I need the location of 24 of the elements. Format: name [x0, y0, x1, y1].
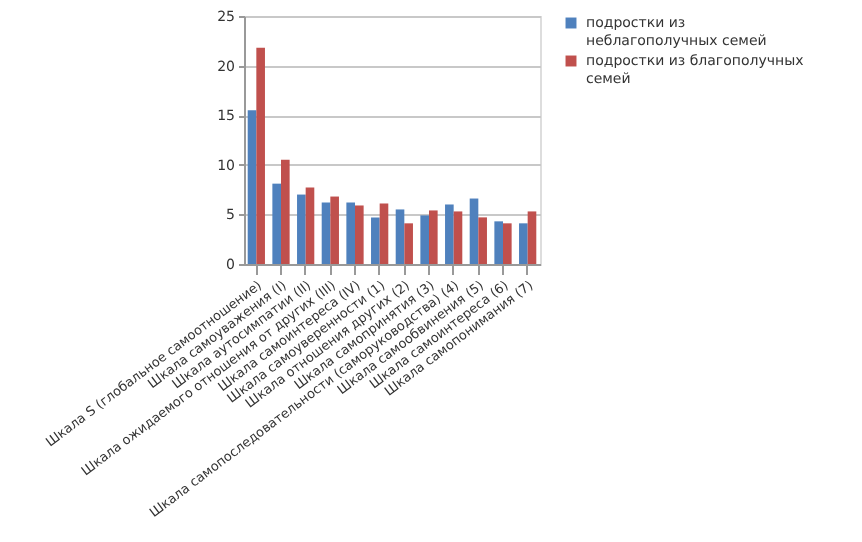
bar [330, 196, 339, 264]
bar [429, 210, 438, 264]
bar [297, 194, 306, 264]
bar [355, 205, 364, 264]
bar [527, 211, 537, 264]
bar [503, 223, 512, 264]
bar [247, 110, 257, 264]
bar [321, 202, 331, 264]
bar [371, 217, 380, 264]
bar [445, 204, 454, 264]
bar [256, 47, 265, 264]
bar [346, 202, 355, 264]
bar [519, 223, 528, 264]
bar [420, 215, 429, 264]
bar [272, 183, 281, 264]
bar [379, 203, 389, 264]
bar [453, 211, 463, 264]
bar [395, 209, 405, 264]
bar [494, 221, 503, 264]
bar [281, 159, 290, 264]
bar [305, 187, 315, 264]
bar [478, 217, 487, 264]
bar [469, 198, 479, 264]
bar [404, 223, 413, 264]
